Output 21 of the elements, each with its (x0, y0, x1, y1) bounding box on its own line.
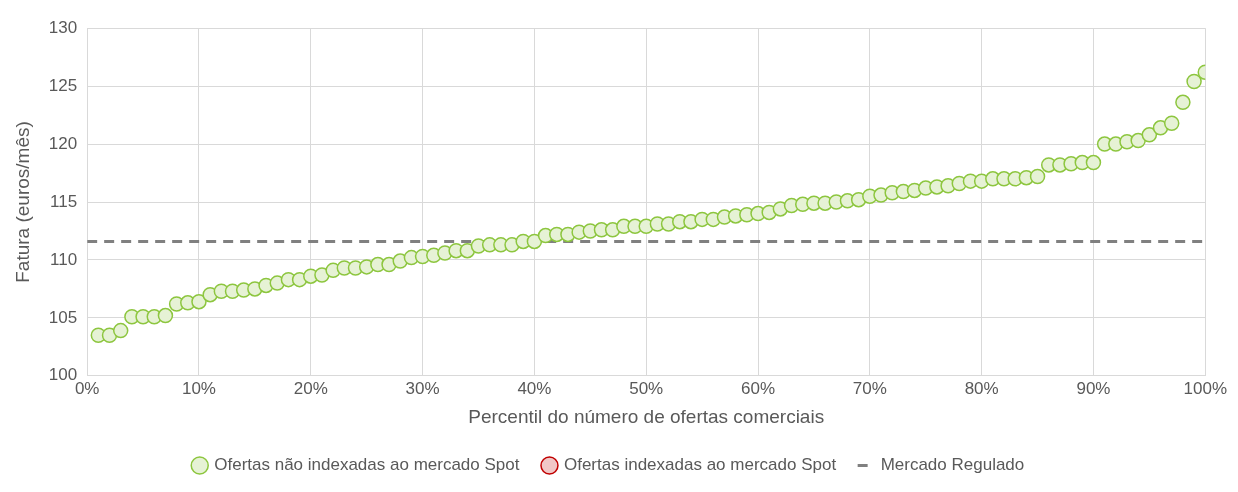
legend-label: Mercado Regulado (880, 455, 1025, 475)
x-tick-label: 10% (181, 378, 216, 398)
y-tick-label: 125 (48, 75, 78, 95)
legend-label: Ofertas indexadas ao mercado Spot (563, 455, 837, 475)
x-tick-label: 90% (1076, 378, 1111, 398)
x-tick-label: 60% (741, 378, 776, 398)
x-axis-title: Percentil do número de ofertas comerciais (468, 405, 825, 427)
x-tick-label: 40% (517, 378, 552, 398)
x-tick-label: 30% (405, 378, 440, 398)
legend-label: Ofertas não indexadas ao mercado Spot (214, 455, 520, 475)
x-tick-label: 20% (293, 378, 328, 398)
x-tick-label: 70% (852, 378, 887, 398)
x-tick-label: 100% (1183, 378, 1227, 398)
y-tick-label: 120 (48, 133, 78, 153)
y-tick-label: 105 (48, 307, 78, 327)
y-tick-label: 115 (50, 191, 78, 211)
x-tick-label: 80% (964, 378, 999, 398)
y-tick-label: 110 (50, 249, 78, 269)
x-tick-label: 50% (629, 378, 664, 398)
y-axis-title: Fatura (euros/mês) (11, 121, 33, 283)
y-tick-label: 130 (48, 17, 78, 37)
